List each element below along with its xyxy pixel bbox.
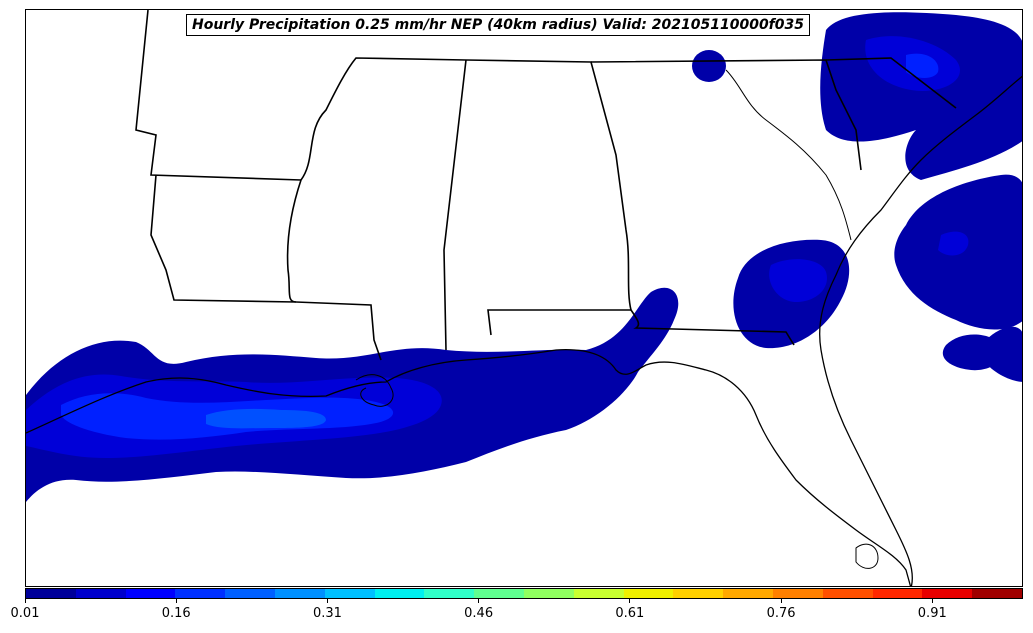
precip-area-atlantic-north <box>820 12 1022 180</box>
colorbar-tick <box>326 599 328 603</box>
colorbar-segment <box>424 589 475 598</box>
colorbar-segment <box>324 589 375 598</box>
colorbar-segment <box>125 589 176 598</box>
colorbar-tick-label: 0.76 <box>766 606 796 621</box>
coastline-gulf <box>26 349 912 586</box>
coastline-mississippi-delta <box>355 374 394 407</box>
colorbar-segment <box>822 589 873 598</box>
colorbar-tick <box>478 599 480 603</box>
precipitation-map <box>26 10 1022 586</box>
colorbar-tick-label: 0.46 <box>464 606 494 621</box>
colorbar-segment <box>623 589 674 598</box>
colorbar-segment <box>922 589 973 598</box>
colorbar-segment <box>274 589 325 598</box>
colorbar-segment <box>723 589 773 598</box>
colorbar-tick <box>629 599 631 603</box>
precip-area-atlantic-right <box>984 326 1022 382</box>
colorbar <box>25 588 1023 599</box>
colorbar-segment <box>175 589 226 598</box>
precip-area-atlantic-north-peak <box>906 53 939 78</box>
colorbar-tick <box>175 599 177 603</box>
colorbar-tick-label: 0.31 <box>312 606 342 621</box>
colorbar-tick-label: 0.16 <box>161 606 191 621</box>
colorbar-segment <box>772 589 823 598</box>
colorbar-segment <box>474 589 524 598</box>
map-title: Hourly Precipitation 0.25 mm/hr NEP (40k… <box>186 14 811 36</box>
colorbar-segment <box>573 589 624 598</box>
state-boundaries <box>135 10 957 361</box>
colorbar-segment <box>225 589 275 598</box>
precip-area-atlantic-east-inner <box>938 231 969 256</box>
precip-area-small-blob <box>692 50 726 82</box>
coastline-lake-okeechobee <box>855 543 879 569</box>
colorbar-tick <box>780 599 782 603</box>
colorbar-tick-label: 0.91 <box>917 606 947 621</box>
colorbar-tick-label: 0.01 <box>10 606 40 621</box>
colorbar-segment <box>75 589 126 598</box>
coastline-river-detail <box>725 69 852 241</box>
colorbar-segment <box>374 589 425 598</box>
colorbar-segment <box>972 589 1022 598</box>
map-frame <box>25 9 1023 587</box>
colorbar-segment <box>26 589 76 598</box>
colorbar-segment <box>673 589 724 598</box>
colorbar-segment <box>523 589 574 598</box>
colorbar-tick <box>24 599 26 603</box>
colorbar-segment <box>872 589 923 598</box>
colorbar-tick <box>931 599 933 603</box>
precip-area-southeast-inner <box>769 259 827 302</box>
coastline-atlantic <box>819 75 1022 586</box>
precip-area-gulf-peak <box>206 408 326 429</box>
colorbar-tick-label: 0.61 <box>615 606 645 621</box>
